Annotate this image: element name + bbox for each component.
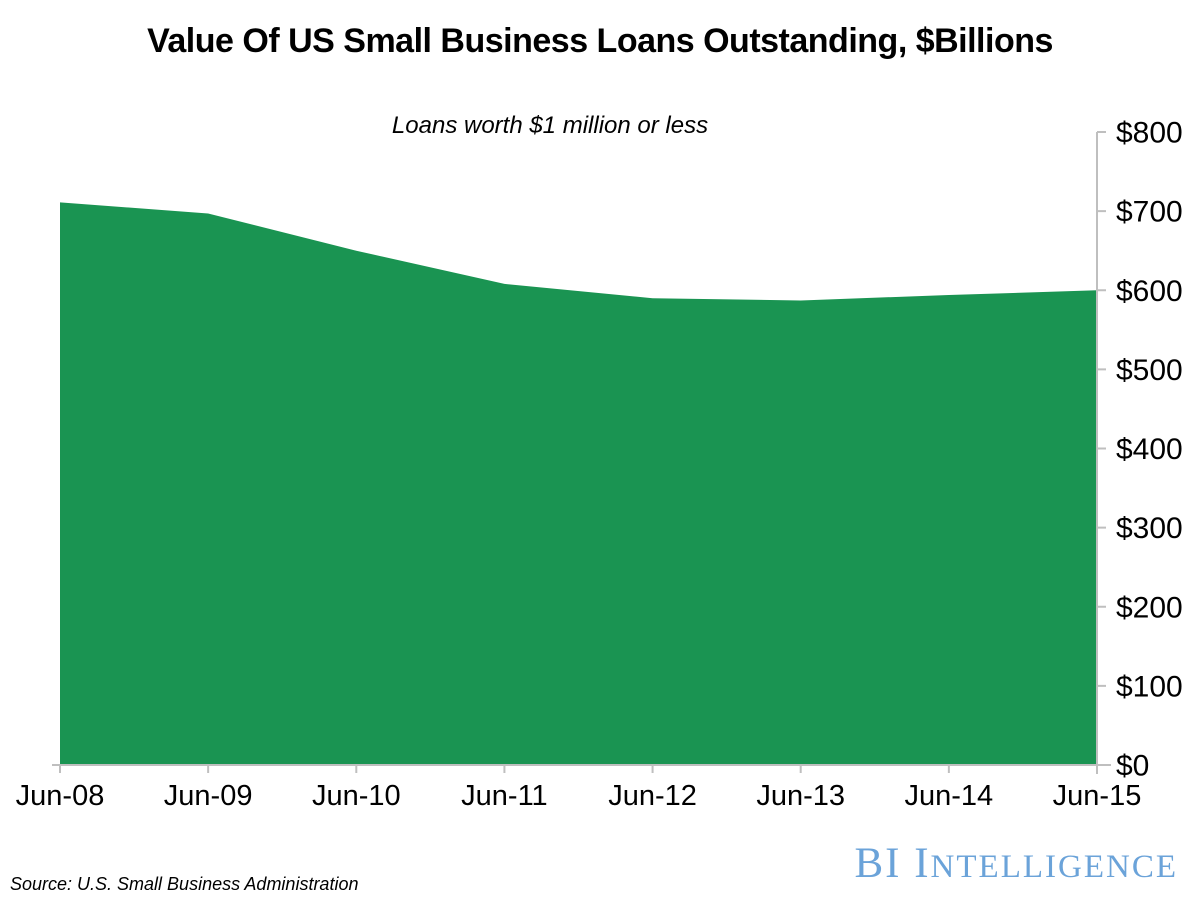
y-axis-tick-label: $0 — [1116, 750, 1149, 783]
x-axis-tick-label: Jun-09 — [164, 780, 253, 812]
y-axis-tick-label: $500 — [1116, 354, 1183, 387]
y-axis-tick-label: $300 — [1116, 512, 1183, 545]
y-axis-tick-label: $400 — [1116, 433, 1183, 466]
y-axis-tick-label: $200 — [1116, 591, 1183, 624]
bi-intelligence-logo: BI INTELLIGENCE — [854, 839, 1178, 888]
y-axis-tick-label: $600 — [1116, 275, 1183, 308]
x-axis-tick-label: Jun-08 — [16, 780, 105, 812]
y-axis-tick-label: $100 — [1116, 670, 1183, 703]
x-axis-tick-label: Jun-10 — [312, 780, 401, 812]
x-axis-tick-label: Jun-13 — [756, 780, 845, 812]
bi-logo-secondary-text: NTELLIGENCE — [930, 849, 1178, 885]
source-note: Source: U.S. Small Business Administrati… — [10, 874, 359, 894]
chart-title: Value Of US Small Business Loans Outstan… — [147, 22, 1053, 60]
bi-logo-primary-text: BI I — [854, 840, 931, 887]
x-axis-tick-label: Jun-15 — [1053, 780, 1142, 812]
y-axis-tick-label: $800 — [1116, 117, 1183, 150]
area-chart: $0 $100 $200 $300 $400 $500 $600 $700 $800 Jun-08… — [16, 117, 1183, 813]
chart-subtitle: Loans worth $1 million or less — [391, 112, 709, 139]
x-axis-tick-label: Jun-14 — [905, 780, 994, 812]
x-axis-tick-label: Jun-11 — [461, 780, 548, 812]
area-series — [60, 202, 1097, 765]
y-axis-tick-label: $700 — [1116, 196, 1183, 229]
x-axis-tick-label: Jun-12 — [608, 780, 697, 812]
